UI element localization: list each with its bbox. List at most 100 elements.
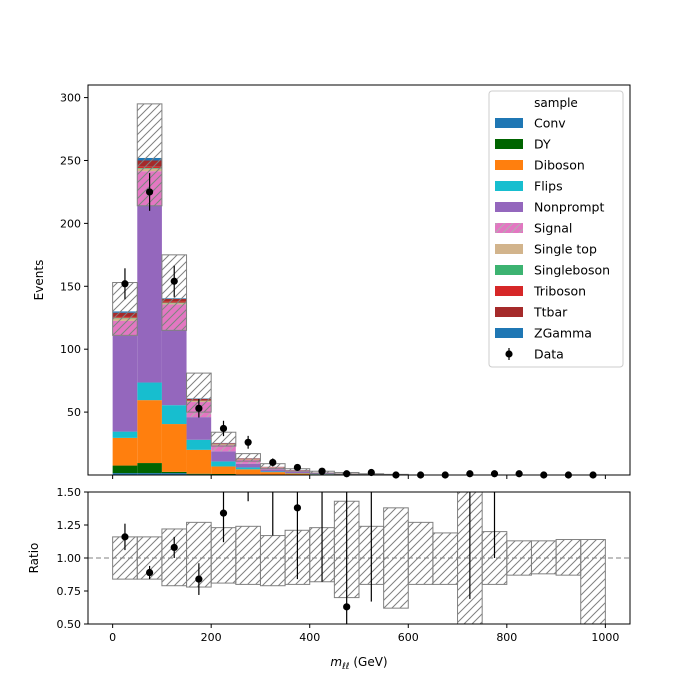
bar-flips-bin-2 bbox=[161, 405, 187, 425]
ratio-y-axis-label: Ratio bbox=[27, 543, 41, 574]
ratio-band-bin-19 bbox=[580, 539, 606, 624]
legend-swatch-singleboson bbox=[495, 265, 523, 275]
main-x-ticks bbox=[112, 475, 606, 479]
bar-dy-bin-0 bbox=[112, 465, 138, 474]
bar-conv-bin-2 bbox=[161, 473, 187, 475]
bar-flips-bin-0 bbox=[112, 431, 138, 438]
bar-signal-bin-4 bbox=[211, 445, 236, 452]
bar-signal-bin-5 bbox=[235, 459, 261, 464]
bar-nonprompt-bin-1 bbox=[137, 205, 162, 383]
legend-label-zgamma: ZGamma bbox=[534, 326, 592, 341]
data-point-2 bbox=[170, 277, 178, 285]
x-axis-label: mℓℓ (GeV) bbox=[330, 655, 387, 672]
data-point-10 bbox=[367, 468, 375, 477]
bar-diboson-bin-4 bbox=[211, 466, 236, 474]
bar-conv-bin-0 bbox=[112, 473, 138, 475]
ratio-point-0 bbox=[121, 533, 129, 541]
data-point-4 bbox=[219, 424, 228, 433]
uncertainty-bin-5 bbox=[235, 453, 261, 462]
legend-label-single-top: Single top bbox=[534, 242, 597, 257]
ratio-x-axis: 0 200 400 600 800 1000 bbox=[109, 624, 619, 644]
bar-diboson-bin-3 bbox=[186, 449, 212, 474]
legend-label-ttbar: Ttbar bbox=[533, 305, 568, 320]
x-tick-label: 600 bbox=[398, 631, 419, 644]
bar-flips-bin-5 bbox=[235, 467, 261, 470]
legend-swatch-nonprompt bbox=[495, 202, 523, 212]
bar-nonprompt-bin-5 bbox=[235, 463, 261, 468]
legend-label-dy: DY bbox=[534, 137, 551, 152]
ratio-y-tick-label: 1.50 bbox=[57, 486, 82, 499]
x-axis-label-subscript: ℓℓ bbox=[341, 662, 349, 672]
x-axis-label-unit: (GeV) bbox=[350, 655, 388, 669]
legend-swatch-single-top bbox=[495, 244, 523, 254]
data-point-6 bbox=[269, 458, 277, 467]
legend-label-nonprompt: Nonprompt bbox=[534, 200, 604, 215]
x-tick-label: 0 bbox=[109, 631, 116, 644]
bar-diboson-bin-1 bbox=[137, 400, 162, 464]
bar-nonprompt-bin-4 bbox=[211, 451, 236, 462]
bar-flips-bin-1 bbox=[137, 382, 162, 401]
data-point-15 bbox=[490, 470, 499, 478]
main-y-tick-label: 250 bbox=[60, 154, 81, 167]
legend-swatch-ttbar bbox=[495, 307, 523, 317]
legend-swatch-flips bbox=[495, 181, 523, 191]
ratio-point-2 bbox=[170, 543, 178, 552]
ratio-band-bin-6 bbox=[259, 535, 286, 587]
bar-dy-bin-3 bbox=[186, 473, 212, 475]
ratio-y-tick-label: 1.00 bbox=[57, 552, 82, 565]
legend-title: sample bbox=[534, 96, 578, 110]
main-y-tick-label: 150 bbox=[60, 280, 81, 293]
main-plot-panel: 50 100 150 200 250 300 Events bbox=[32, 84, 631, 479]
main-y-tick-label: 50 bbox=[67, 406, 81, 419]
ratio-y-tick-label: 0.75 bbox=[57, 585, 82, 598]
x-axis-label-symbol: m bbox=[330, 655, 342, 669]
bar-flips-bin-6 bbox=[260, 471, 286, 473]
legend-data-marker bbox=[505, 350, 513, 358]
bar-diboson-bin-0 bbox=[112, 437, 138, 466]
legend-swatch-dy bbox=[495, 139, 523, 149]
legend-swatch-signal bbox=[495, 223, 523, 233]
data-point-8 bbox=[318, 467, 326, 475]
ratio-point-3 bbox=[195, 575, 203, 583]
bar-nonprompt-bin-6 bbox=[260, 469, 286, 472]
data-point-0 bbox=[121, 280, 129, 288]
bar-diboson-bin-5 bbox=[235, 469, 261, 475]
ratio-point-9 bbox=[343, 603, 351, 611]
ratio-band-bin-12 bbox=[407, 521, 434, 585]
data-point-7 bbox=[293, 463, 302, 472]
ratio-band-bin-17 bbox=[530, 540, 557, 575]
bar-dy-bin-1 bbox=[137, 463, 162, 474]
bar-flips-bin-4 bbox=[211, 461, 236, 467]
legend-swatch-diboson bbox=[495, 160, 523, 170]
data-point-3 bbox=[195, 404, 203, 412]
main-y-axis: 50 100 150 200 250 300 bbox=[60, 92, 88, 419]
legend-label-signal: Signal bbox=[534, 221, 572, 236]
bar-diboson-bin-7 bbox=[285, 473, 310, 475]
main-y-tick-label: 300 bbox=[60, 92, 81, 105]
ratio-y-axis: 0.50 0.75 1.00 1.25 1.50 bbox=[57, 486, 88, 631]
ratio-plot-panel: 0.50 0.75 1.00 1.25 1.50 0 200 400 600 800 1000 R… bbox=[27, 486, 631, 672]
ratio-uncertainty-band bbox=[112, 492, 606, 624]
ratio-point-1 bbox=[145, 568, 154, 577]
data-point-1 bbox=[145, 188, 154, 196]
legend: sample Conv DY Diboson Flips Nonprompt Signal… bbox=[488, 90, 624, 368]
bar-nonprompt-bin-2 bbox=[161, 329, 187, 406]
data-point-14 bbox=[466, 470, 474, 478]
data-point-5 bbox=[244, 438, 252, 446]
bar-dy-bin-4 bbox=[211, 473, 236, 475]
ratio-point-4 bbox=[219, 509, 228, 517]
bar-flips-bin-3 bbox=[186, 439, 212, 450]
legend-label-conv: Conv bbox=[534, 116, 566, 131]
legend-swatch-zgamma bbox=[495, 328, 523, 338]
main-y-tick-label: 100 bbox=[60, 343, 81, 356]
legend-swatch-triboson bbox=[495, 286, 523, 296]
data-points bbox=[121, 173, 597, 479]
legend-label-diboson: Diboson bbox=[534, 158, 585, 173]
main-y-tick-label: 200 bbox=[60, 217, 81, 230]
ratio-points bbox=[121, 492, 496, 624]
x-tick-label: 800 bbox=[496, 631, 517, 644]
x-tick-label: 400 bbox=[299, 631, 320, 644]
data-point-16 bbox=[515, 470, 523, 478]
ratio-band-bin-18 bbox=[555, 539, 582, 576]
data-point-9 bbox=[343, 470, 351, 478]
